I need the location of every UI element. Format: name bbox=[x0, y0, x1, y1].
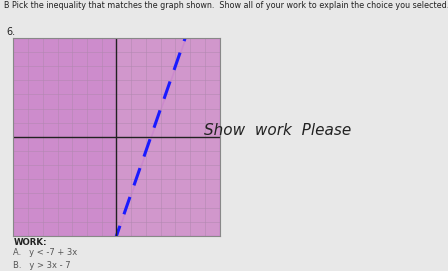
Text: B Pick the inequality that matches the graph shown.  Show all of your work to ex: B Pick the inequality that matches the g… bbox=[4, 1, 448, 10]
Text: WORK:: WORK: bbox=[13, 238, 47, 247]
Text: A.   y < -7 + 3x: A. y < -7 + 3x bbox=[13, 248, 78, 257]
Text: B.   y > 3x - 7: B. y > 3x - 7 bbox=[13, 261, 71, 270]
Text: 6.: 6. bbox=[7, 27, 16, 37]
Text: Show  work  Please: Show work Please bbox=[204, 122, 351, 138]
